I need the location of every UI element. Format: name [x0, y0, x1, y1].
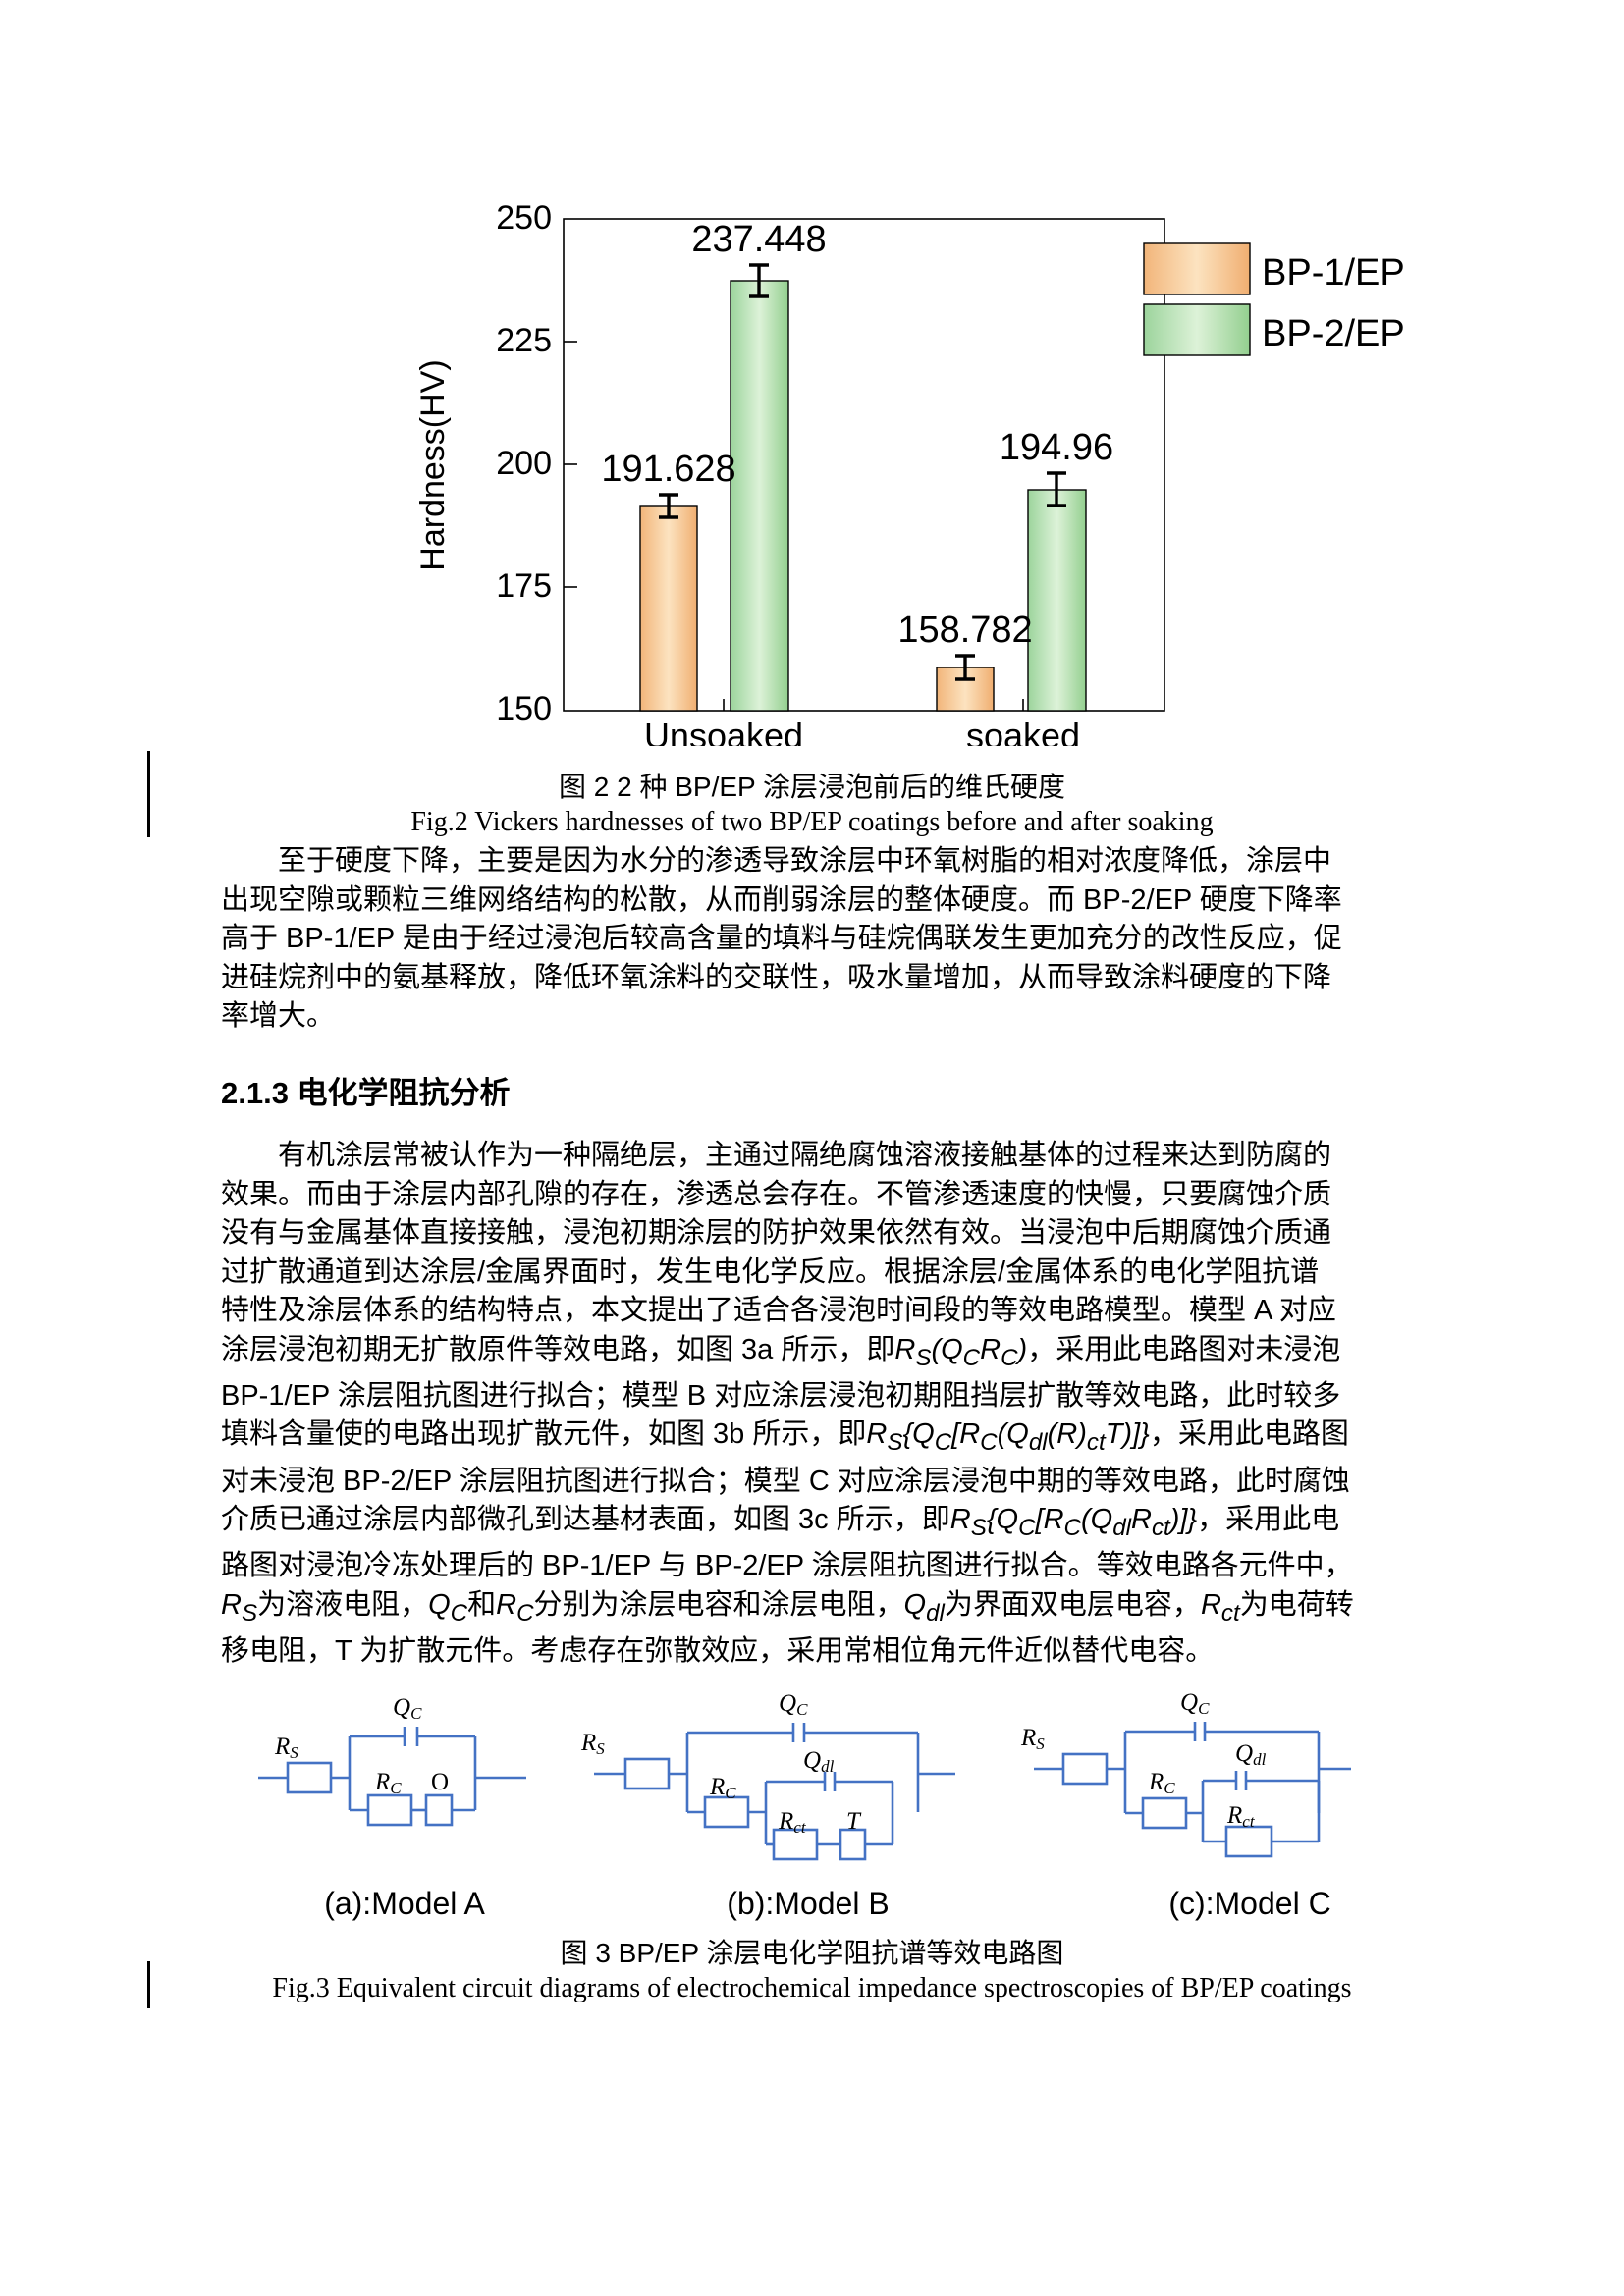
svg-text:225: 225	[496, 322, 552, 359]
svg-text:Unsoaked: Unsoaked	[644, 716, 803, 746]
svg-text:175: 175	[496, 567, 552, 605]
svg-text:Rct: Rct	[778, 1808, 807, 1837]
svg-text:RC: RC	[1148, 1769, 1175, 1797]
svg-text:237.448: 237.448	[691, 219, 826, 260]
svg-text:(b):Model B: (b):Model B	[727, 1886, 889, 1921]
svg-text:150: 150	[496, 690, 552, 727]
svg-text:QC: QC	[393, 1694, 422, 1723]
svg-text:Qdl: Qdl	[1235, 1740, 1267, 1769]
svg-text:RC: RC	[709, 1774, 736, 1802]
svg-text:T: T	[846, 1808, 862, 1835]
svg-text:soaked: soaked	[966, 716, 1080, 746]
svg-text:Hardness(HV): Hardness(HV)	[414, 359, 452, 570]
svg-text:(c):Model C: (c):Model C	[1168, 1886, 1330, 1921]
svg-text:250: 250	[496, 199, 552, 237]
svg-text:RS: RS	[1020, 1725, 1045, 1753]
svg-text:QC: QC	[1180, 1693, 1210, 1718]
svg-text:BP-1/EP: BP-1/EP	[1262, 252, 1405, 294]
svg-text:BP-2/EP: BP-2/EP	[1262, 313, 1405, 354]
svg-text:Rct: Rct	[1226, 1802, 1256, 1831]
svg-text:RS: RS	[274, 1734, 298, 1762]
svg-text:194.96: 194.96	[1000, 427, 1113, 468]
svg-text:Qdl: Qdl	[803, 1747, 835, 1776]
svg-text:191.628: 191.628	[601, 449, 735, 490]
svg-text:RS: RS	[580, 1730, 605, 1758]
svg-text:QC: QC	[779, 1693, 808, 1719]
svg-text:(a):Model A: (a):Model A	[324, 1886, 485, 1921]
svg-text:O: O	[431, 1769, 449, 1795]
svg-text:158.782: 158.782	[897, 610, 1032, 651]
svg-text:RC: RC	[374, 1769, 402, 1797]
svg-text:200: 200	[496, 445, 552, 482]
